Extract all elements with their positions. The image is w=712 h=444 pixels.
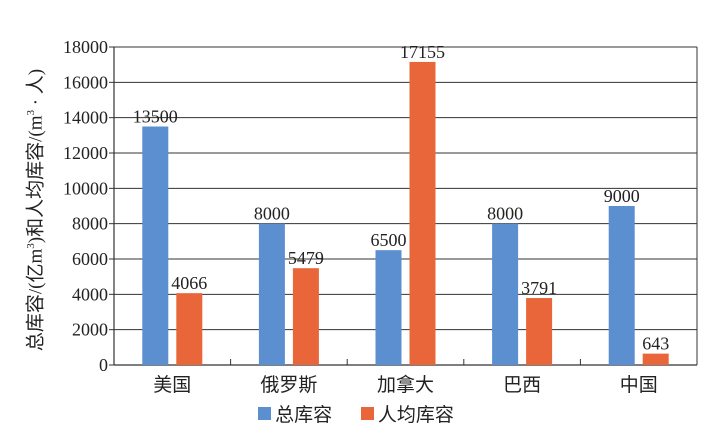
bar-per-capita bbox=[176, 293, 203, 365]
legend-label: 总库容 bbox=[275, 405, 333, 426]
data-label: 643 bbox=[642, 334, 669, 354]
ylabel-sup: 3 bbox=[25, 243, 38, 249]
x-tick-label: 俄罗斯 bbox=[260, 374, 317, 396]
y-axis-label: 总库容/(亿m3)和人均库容/(m3 · 人) bbox=[21, 69, 48, 351]
legend: 总库容 人均库容 bbox=[0, 400, 712, 427]
bar-total bbox=[608, 206, 635, 365]
y-tick-label: 14000 bbox=[63, 108, 108, 128]
ylabel-sup: 3 bbox=[25, 110, 38, 116]
legend-label: 人均库容 bbox=[377, 405, 454, 426]
data-label: 6500 bbox=[371, 230, 407, 250]
y-tick-label: 0 bbox=[99, 355, 108, 375]
legend-item-total: 总库容 bbox=[258, 400, 332, 427]
bar-total bbox=[258, 223, 285, 365]
bar-per-capita bbox=[409, 61, 436, 365]
y-tick-label: 10000 bbox=[63, 178, 108, 198]
bar-total bbox=[142, 126, 169, 365]
data-label: 17155 bbox=[400, 42, 445, 62]
ylabel-part: 总库容/(亿m bbox=[25, 248, 47, 352]
bar-per-capita bbox=[292, 268, 319, 365]
legend-swatch bbox=[258, 407, 272, 420]
x-tick-label: 美国 bbox=[153, 374, 191, 396]
bar-per-capita bbox=[526, 298, 553, 365]
data-label: 5479 bbox=[288, 248, 324, 268]
y-tick-label: 18000 bbox=[63, 37, 108, 57]
y-tick-label: 6000 bbox=[72, 249, 108, 269]
bar-total bbox=[375, 250, 402, 365]
data-label: 8000 bbox=[254, 204, 290, 224]
bar-per-capita bbox=[642, 353, 669, 365]
data-label: 13500 bbox=[133, 107, 178, 127]
legend-item-per-capita: 人均库容 bbox=[360, 400, 454, 427]
data-label: 9000 bbox=[604, 186, 640, 206]
ylabel-part: )和人均库容/(m bbox=[25, 115, 47, 244]
y-tick-label: 2000 bbox=[72, 320, 108, 340]
x-tick-label: 加拿大 bbox=[377, 373, 434, 396]
x-tick-label: 中国 bbox=[620, 374, 658, 396]
y-tick-label: 8000 bbox=[72, 214, 108, 234]
y-tick-label: 4000 bbox=[72, 284, 108, 304]
legend-swatch bbox=[360, 407, 374, 420]
y-tick-label: 16000 bbox=[63, 72, 108, 92]
x-tick-label: 巴西 bbox=[503, 375, 541, 396]
data-label: 8000 bbox=[487, 204, 523, 224]
y-tick-label: 12000 bbox=[63, 143, 108, 163]
bar-total bbox=[492, 223, 519, 365]
ylabel-part: · 人) bbox=[25, 68, 47, 111]
data-label: 4066 bbox=[171, 273, 207, 293]
data-label: 3791 bbox=[521, 278, 557, 298]
